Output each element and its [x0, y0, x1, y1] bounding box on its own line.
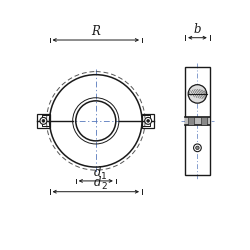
Text: d: d — [94, 176, 101, 190]
Bar — [200, 117, 207, 125]
Bar — [37, 114, 50, 128]
Text: R: R — [91, 26, 100, 38]
Circle shape — [40, 118, 47, 124]
Bar — [142, 116, 150, 126]
Circle shape — [42, 120, 45, 122]
Text: 2: 2 — [101, 182, 107, 191]
Circle shape — [194, 144, 201, 152]
Bar — [185, 67, 210, 175]
Bar — [42, 116, 50, 126]
Bar — [142, 114, 154, 128]
Bar — [188, 117, 194, 125]
Text: 1: 1 — [101, 172, 107, 180]
Circle shape — [147, 120, 150, 122]
Bar — [185, 117, 210, 125]
Text: b: b — [194, 23, 201, 36]
Circle shape — [188, 85, 207, 103]
Circle shape — [196, 146, 199, 150]
Text: d: d — [94, 166, 101, 178]
Circle shape — [145, 118, 152, 124]
